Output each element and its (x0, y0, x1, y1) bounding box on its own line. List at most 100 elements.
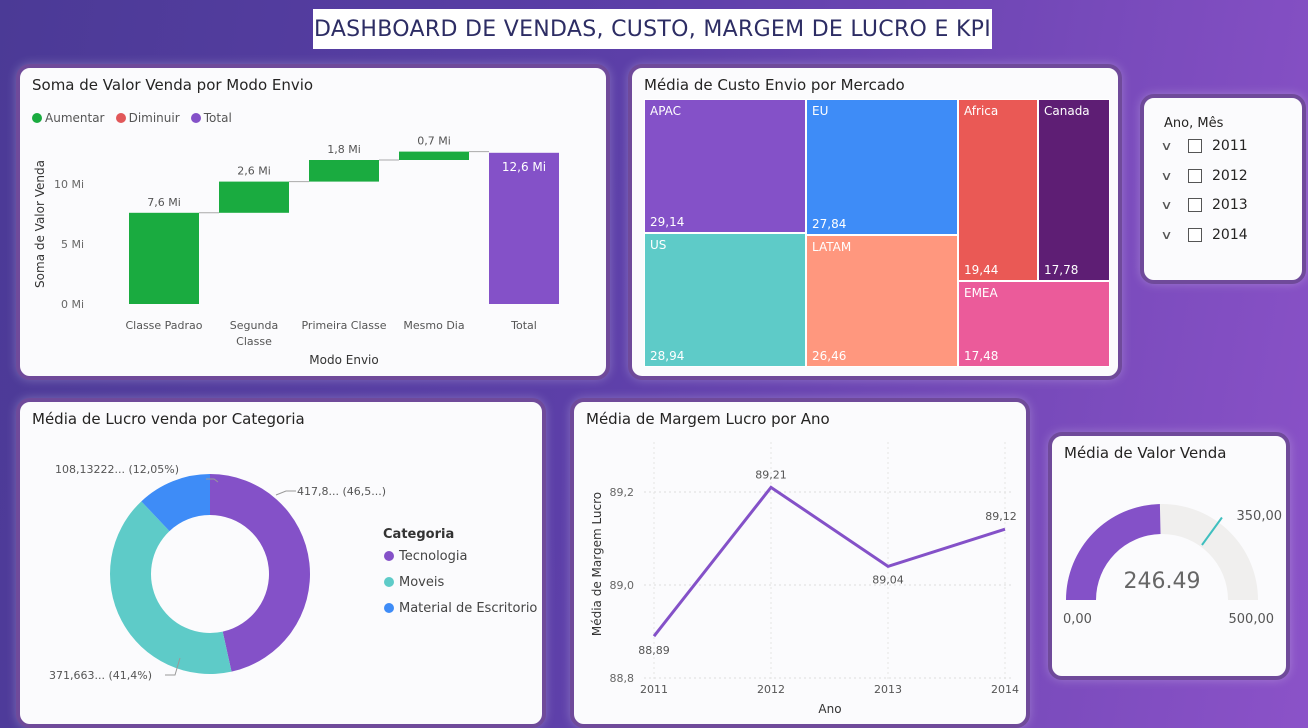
donut-legend-item[interactable]: Tecnologia (398, 549, 467, 564)
donut-label-moveis: 371,663... (41,4%) (49, 669, 152, 682)
waterfall-bar[interactable] (219, 181, 289, 213)
waterfall-legend: Aumentar Diminuir Total (32, 108, 238, 127)
x-tick-label: 2014 (991, 683, 1019, 696)
x-tick-label: Mesmo Dia (403, 319, 464, 332)
donut-slice-moveis[interactable] (109, 501, 232, 674)
dashboard-title: DASHBOARD DE VENDAS, CUSTO, MARGEM DE LU… (313, 9, 992, 49)
treemap-cell-label: LATAM (812, 240, 852, 254)
treemap-cell-canada[interactable]: Canada 17,78 (1038, 99, 1110, 281)
waterfall-bar[interactable] (399, 151, 469, 160)
treemap-cell-label: EU (812, 104, 829, 118)
legend-dot-icon (32, 113, 42, 123)
leader-line (206, 478, 219, 483)
y-tick-label: 88,8 (610, 672, 635, 685)
line-series[interactable] (652, 485, 1006, 638)
y-tick-label: 0 Mi (61, 298, 84, 311)
bar-data-label: 0,7 Mi (417, 135, 451, 148)
gauge-value-label: 246.49 (1124, 569, 1201, 594)
donut-slice-material-de-escritorio[interactable] (141, 474, 210, 532)
chevron-down-icon[interactable]: ∨ (1160, 228, 1173, 242)
legend-dot-icon (190, 113, 201, 123)
donut-label-tecnologia: 417,8... (46,5...) (297, 485, 386, 498)
treemap-cell-apac[interactable]: APAC 29,14 (644, 99, 806, 233)
donut-legend-item[interactable]: Material de Escritorio (399, 601, 537, 616)
gauge-target-label: 350,00 (1237, 509, 1283, 524)
waterfall-bar[interactable] (489, 152, 559, 304)
line-card[interactable]: Média de Margem Lucro por Ano 88,8 89,0 89… (570, 398, 1030, 728)
checkbox[interactable] (1188, 198, 1202, 212)
line-data-label: 88,89 (638, 644, 670, 657)
treemap-cell-value: 27,84 (812, 217, 847, 231)
year-month-slicer[interactable]: Ano, Mês ∨ 2011 ∨ 2012 ∨ 2013 ∨ 2014 (1140, 94, 1306, 284)
bar-data-label: 1,8 Mi (327, 143, 361, 156)
line-title: Média de Margem Lucro por Ano (586, 410, 830, 428)
legend-item-diminuir[interactable]: Diminuir (115, 111, 180, 125)
treemap-cell-label: Canada (1044, 104, 1090, 118)
treemap-title: Média de Custo Envio por Mercado (644, 76, 905, 94)
treemap-cell-label: Africa (964, 104, 999, 118)
treemap-chart[interactable]: APAC 29,14 US 28,94 EU 27,84 LATAM 26,46 Africa 1… (644, 99, 1110, 367)
checkbox[interactable] (1188, 169, 1202, 183)
x-axis-label: Modo Envio (309, 353, 378, 367)
slicer-item-2013[interactable]: ∨ 2013 (1160, 197, 1248, 213)
treemap-card[interactable]: Média de Custo Envio por Mercado APAC 29,… (628, 64, 1122, 380)
x-tick-label: Classe (236, 335, 272, 348)
leader-line (275, 490, 296, 496)
slicer-item-2012[interactable]: ∨ 2012 (1160, 168, 1248, 184)
chevron-down-icon[interactable]: ∨ (1160, 169, 1173, 183)
line-data-label: 89,12 (985, 510, 1017, 523)
gauge-min-label: 0,00 (1063, 612, 1092, 627)
treemap-cell-us[interactable]: US 28,94 (644, 233, 806, 367)
x-axis-label: Ano (818, 702, 841, 716)
gauge-chart[interactable]: 246.49 0,00 500,00 350,00 (1052, 436, 1286, 676)
slicer-item-2014[interactable]: ∨ 2014 (1160, 227, 1248, 243)
donut-card[interactable]: Média de Lucro venda por Categoria 108,1… (16, 398, 546, 728)
slicer-item-2011[interactable]: ∨ 2011 (1160, 138, 1248, 154)
waterfall-bar[interactable] (309, 160, 379, 182)
checkbox[interactable] (1188, 228, 1202, 242)
waterfall-bar[interactable] (129, 212, 199, 304)
x-tick-label: 2013 (874, 683, 902, 696)
gauge-value-arc[interactable] (1066, 504, 1161, 600)
gauge-card[interactable]: Média de Valor Venda 246.49 0,00 500,00 350… (1048, 432, 1290, 680)
donut-slice-tecnologia[interactable] (210, 474, 310, 672)
y-axis-label: Média de Margem Lucro (590, 492, 604, 636)
legend-dot-icon (115, 113, 126, 123)
donut-chart[interactable]: 108,13222... (12,05%) 417,8... (46,5...)… (20, 402, 542, 724)
x-tick-label: 2012 (757, 683, 785, 696)
x-tick-label: 2011 (640, 683, 668, 696)
treemap-cell-label: US (650, 238, 667, 252)
waterfall-chart[interactable]: 0 Mi 5 Mi 10 Mi Soma de Valor Venda Modo Env… (20, 68, 606, 376)
legend-item-aumentar[interactable]: Aumentar (32, 111, 104, 125)
treemap-cell-emea[interactable]: EMEA 17,48 (958, 281, 1110, 367)
gauge-target-marker (1201, 516, 1223, 546)
leader-line (165, 657, 181, 676)
line-chart[interactable]: 88,8 89,0 89,2 88,89 2011 89,21 2012 89,04 2013 8… (574, 402, 1026, 724)
donut-legend-item[interactable]: Moveis (399, 575, 444, 590)
line-data-label: 89,21 (755, 468, 787, 481)
treemap-cell-value: 19,44 (964, 263, 999, 277)
legend-item-total[interactable]: Total (190, 111, 232, 125)
treemap-cell-label: APAC (650, 104, 682, 118)
legend-dot-icon (384, 551, 394, 561)
y-axis-label: Soma de Valor Venda (33, 160, 47, 288)
donut-legend-title: Categoria (383, 527, 454, 542)
treemap-cell-value: 26,46 (812, 349, 847, 363)
checkbox[interactable] (1188, 139, 1202, 153)
slicer-title: Ano, Mês (1164, 116, 1224, 131)
gauge-max-label: 500,00 (1229, 612, 1275, 627)
treemap-cell-latam[interactable]: LATAM 26,46 (806, 235, 958, 367)
chevron-down-icon[interactable]: ∨ (1160, 139, 1173, 153)
gauge-title: Média de Valor Venda (1064, 444, 1227, 462)
bar-data-label: 7,6 Mi (147, 196, 181, 209)
waterfall-title: Soma de Valor Venda por Modo Envio (32, 76, 314, 94)
treemap-cell-eu[interactable]: EU 27,84 (806, 99, 958, 235)
treemap-cell-africa[interactable]: Africa 19,44 (958, 99, 1038, 281)
chevron-down-icon[interactable]: ∨ (1160, 198, 1173, 212)
waterfall-card[interactable]: Soma de Valor Venda por Modo Envio Aumen… (16, 64, 610, 380)
treemap-cell-value: 17,48 (964, 349, 999, 363)
donut-title: Média de Lucro venda por Categoria (32, 410, 305, 428)
treemap-cell-value: 17,78 (1044, 263, 1079, 277)
y-tick-label: 89,2 (610, 486, 635, 499)
x-tick-label: Segunda (230, 319, 278, 332)
